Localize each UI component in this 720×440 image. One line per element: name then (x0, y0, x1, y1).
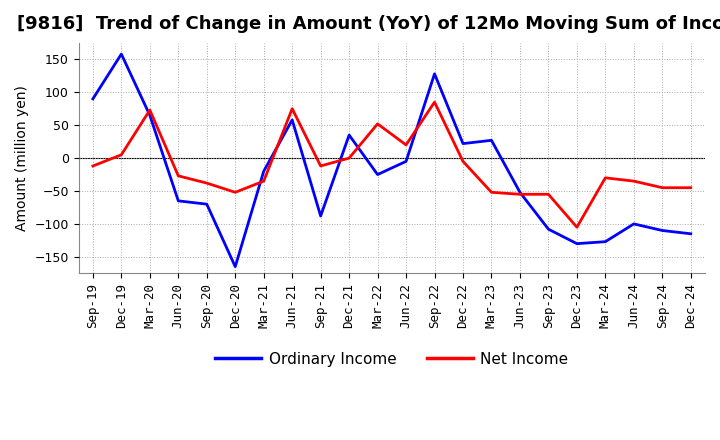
Ordinary Income (487, 138, 496, 143)
Ordinary Income (259, 169, 268, 174)
Net Income (145, 107, 154, 113)
Ordinary Income (145, 113, 154, 118)
Line: Net Income: Net Income (93, 102, 690, 227)
Net Income (174, 173, 183, 179)
Y-axis label: Amount (million yen): Amount (million yen) (15, 85, 29, 231)
Ordinary Income (601, 239, 610, 244)
Net Income (402, 142, 410, 147)
Ordinary Income (516, 190, 524, 195)
Line: Ordinary Income: Ordinary Income (93, 54, 690, 267)
Ordinary Income (629, 221, 638, 227)
Net Income (516, 192, 524, 197)
Ordinary Income (202, 202, 211, 207)
Net Income (487, 190, 496, 195)
Net Income (572, 224, 581, 230)
Ordinary Income (686, 231, 695, 236)
Net Income (288, 106, 297, 111)
Net Income (459, 159, 467, 164)
Ordinary Income (231, 264, 240, 269)
Net Income (89, 163, 97, 169)
Ordinary Income (431, 71, 439, 77)
Net Income (629, 179, 638, 184)
Ordinary Income (288, 117, 297, 123)
Net Income (658, 185, 667, 191)
Net Income (373, 121, 382, 126)
Ordinary Income (544, 227, 553, 232)
Net Income (231, 190, 240, 195)
Ordinary Income (459, 141, 467, 146)
Ordinary Income (373, 172, 382, 177)
Ordinary Income (117, 51, 126, 57)
Net Income (316, 163, 325, 169)
Ordinary Income (402, 159, 410, 164)
Ordinary Income (174, 198, 183, 204)
Ordinary Income (345, 132, 354, 138)
Net Income (544, 192, 553, 197)
Legend: Ordinary Income, Net Income: Ordinary Income, Net Income (209, 345, 575, 373)
Net Income (686, 185, 695, 191)
Ordinary Income (572, 241, 581, 246)
Net Income (601, 175, 610, 180)
Title: [9816]  Trend of Change in Amount (YoY) of 12Mo Moving Sum of Incomes: [9816] Trend of Change in Amount (YoY) o… (17, 15, 720, 33)
Net Income (259, 179, 268, 184)
Net Income (431, 99, 439, 105)
Net Income (345, 155, 354, 161)
Net Income (202, 180, 211, 186)
Ordinary Income (658, 228, 667, 233)
Net Income (117, 152, 126, 158)
Ordinary Income (316, 213, 325, 219)
Ordinary Income (89, 96, 97, 102)
